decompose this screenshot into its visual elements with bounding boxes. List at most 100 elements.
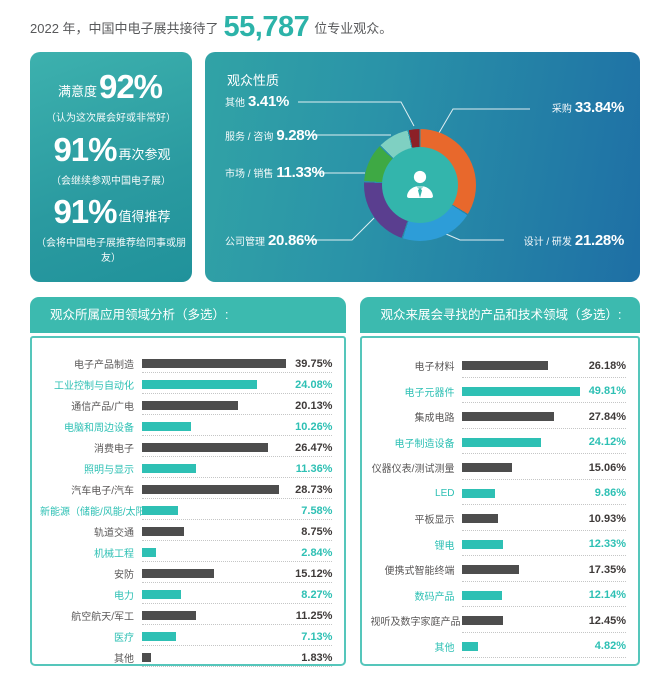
bar-track: 24.12% <box>462 430 626 456</box>
bar <box>462 616 504 626</box>
bar-value: 10.93% <box>588 512 626 525</box>
bar-value: 10.26% <box>295 420 333 433</box>
bar <box>462 590 503 600</box>
bar <box>142 464 197 473</box>
stat-value: 91% <box>53 192 117 230</box>
bar <box>142 422 191 431</box>
donut-label-value: 20.86% <box>268 232 318 249</box>
bar <box>142 653 151 662</box>
bar-track: 7.58% <box>142 500 333 521</box>
bar-value: 15.12% <box>295 567 333 580</box>
bar-category-label: 医疗 <box>114 633 134 644</box>
bar-track: 39.75% <box>142 353 333 374</box>
bar-track: 49.81% <box>462 379 626 405</box>
bar-track: 27.84% <box>462 404 626 430</box>
stat-note: （会将中国电子展推荐给同事或朋友） <box>36 237 186 264</box>
bar-track: 12.14% <box>462 583 626 609</box>
bar-track: 9.86% <box>462 481 626 507</box>
top-row: 满意度92% （认为这次展会好或非常好） 91% 再次参观 （会继续参观中国电子展） 91… <box>30 52 640 282</box>
bar-track: 2.84% <box>142 542 333 563</box>
bar-row: LED 9.86% <box>370 481 626 507</box>
bar <box>462 463 512 473</box>
bar <box>142 380 257 389</box>
donut-label-value: 3.41% <box>248 93 290 110</box>
bar <box>462 488 495 498</box>
donut-label: 市场 / 销售 11.33% <box>225 165 325 181</box>
bar <box>462 565 520 575</box>
donut-chart-title: 观众性质 <box>227 73 280 88</box>
bar-row: 电脑和周边设备 10.26% <box>40 416 333 437</box>
bar-track: 7.13% <box>142 626 333 647</box>
bar-row: 机械工程 2.84% <box>40 542 333 563</box>
bar <box>142 506 179 515</box>
bar-track: 26.47% <box>142 437 333 458</box>
bar-value: 26.47% <box>295 441 333 454</box>
headline-suffix: 位专业观众。 <box>314 20 393 36</box>
bar-category-label: 新能源（储能/风能/太阳能等） <box>40 507 142 518</box>
bar <box>142 632 176 641</box>
bar-track: 8.27% <box>142 584 333 605</box>
bar-category-label: 其他 <box>434 642 455 654</box>
bar-track: 11.25% <box>142 605 333 626</box>
bar-category-label: 电子制造设备 <box>394 438 455 450</box>
donut-label-name: 市场 / 销售 <box>225 169 274 180</box>
bar-track: 24.08% <box>142 374 333 395</box>
bar-value: 17.35% <box>588 563 626 576</box>
bar-category-label: LED <box>435 487 455 499</box>
bar <box>142 548 156 557</box>
bar-value: 39.75% <box>295 357 333 370</box>
donut-label: 采购 33.84% <box>552 100 624 116</box>
bar-row: 锂电 12.33% <box>370 532 626 558</box>
bar-value: 2.84% <box>301 546 333 559</box>
stat-note: （认为这次展会好或非常好） <box>46 113 176 125</box>
bar-row: 消费电子 26.47% <box>40 437 333 458</box>
bar-value: 1.83% <box>301 651 333 664</box>
bar-track: 15.12% <box>142 563 333 584</box>
bar-row: 电力 8.27% <box>40 584 333 605</box>
bar-value: 11.25% <box>295 609 333 622</box>
donut-label-value: 11.33% <box>276 164 325 181</box>
bar-row: 其他 1.83% <box>40 647 333 668</box>
bar <box>462 361 549 371</box>
bar-category-label: 视听及数字家庭产品 <box>370 617 461 629</box>
bar-category-label: 航空航天/军工 <box>71 612 134 623</box>
application-fields-chart: 电子产品制造 39.75% 工业控制与自动化 24.08% 通信产品/广电 20.13% 电… <box>30 336 347 668</box>
bar-row: 轨道交通 8.75% <box>40 521 333 542</box>
bar-category-label: 锂电 <box>434 540 455 552</box>
bar <box>142 569 214 578</box>
donut-label-value: 21.28% <box>574 232 624 249</box>
bar-value: 8.75% <box>301 525 333 538</box>
stat-note: （会继续参观中国电子展） <box>51 175 171 187</box>
bar-row: 电子元器件 49.81% <box>370 379 626 405</box>
bar-row: 医疗 7.13% <box>40 626 333 647</box>
leader-line <box>308 217 375 241</box>
bar-row: 电子材料 26.18% <box>370 353 626 379</box>
donut-label-name: 设计 / 研发 <box>523 237 572 248</box>
donut-center <box>382 147 458 223</box>
leader-line <box>435 108 530 139</box>
bar-row: 便携式智能终端 17.35% <box>370 557 626 583</box>
bar-row: 航空航天/军工 11.25% <box>40 605 333 626</box>
donut-label-name: 其他 <box>225 98 245 109</box>
bar-value: 8.27% <box>301 588 333 601</box>
products-tech-chart: 电子材料 26.18% 电子元器件 49.81% 集成电路 27.84% 电子制造设备 24.… <box>360 336 640 666</box>
donut-label-value: 33.84% <box>574 99 624 116</box>
donut-label: 其他 3.41% <box>225 94 289 110</box>
bar-row: 其他 4.82% <box>370 634 626 660</box>
bar <box>142 485 279 494</box>
bar-category-label: 电子元器件 <box>404 387 455 399</box>
bar-row: 照明与显示 11.36% <box>40 458 333 479</box>
bar-track: 11.36% <box>142 458 333 479</box>
donut-label-name: 公司管理 <box>225 237 265 248</box>
bar-value: 15.06% <box>588 461 626 474</box>
bar <box>462 514 499 524</box>
bar-value: 9.86% <box>594 487 626 500</box>
bar-category-label: 电脑和周边设备 <box>64 423 134 434</box>
bar-chart-title: 观众所属应用领域分析（多选）: <box>30 297 347 333</box>
bar <box>462 386 580 396</box>
bar-value: 7.13% <box>301 630 333 643</box>
bar-track: 20.13% <box>142 395 333 416</box>
bar-row: 新能源（储能/风能/太阳能等） 7.58% <box>40 500 333 521</box>
bar <box>142 359 287 368</box>
stat-label: 满意度 <box>57 84 97 100</box>
